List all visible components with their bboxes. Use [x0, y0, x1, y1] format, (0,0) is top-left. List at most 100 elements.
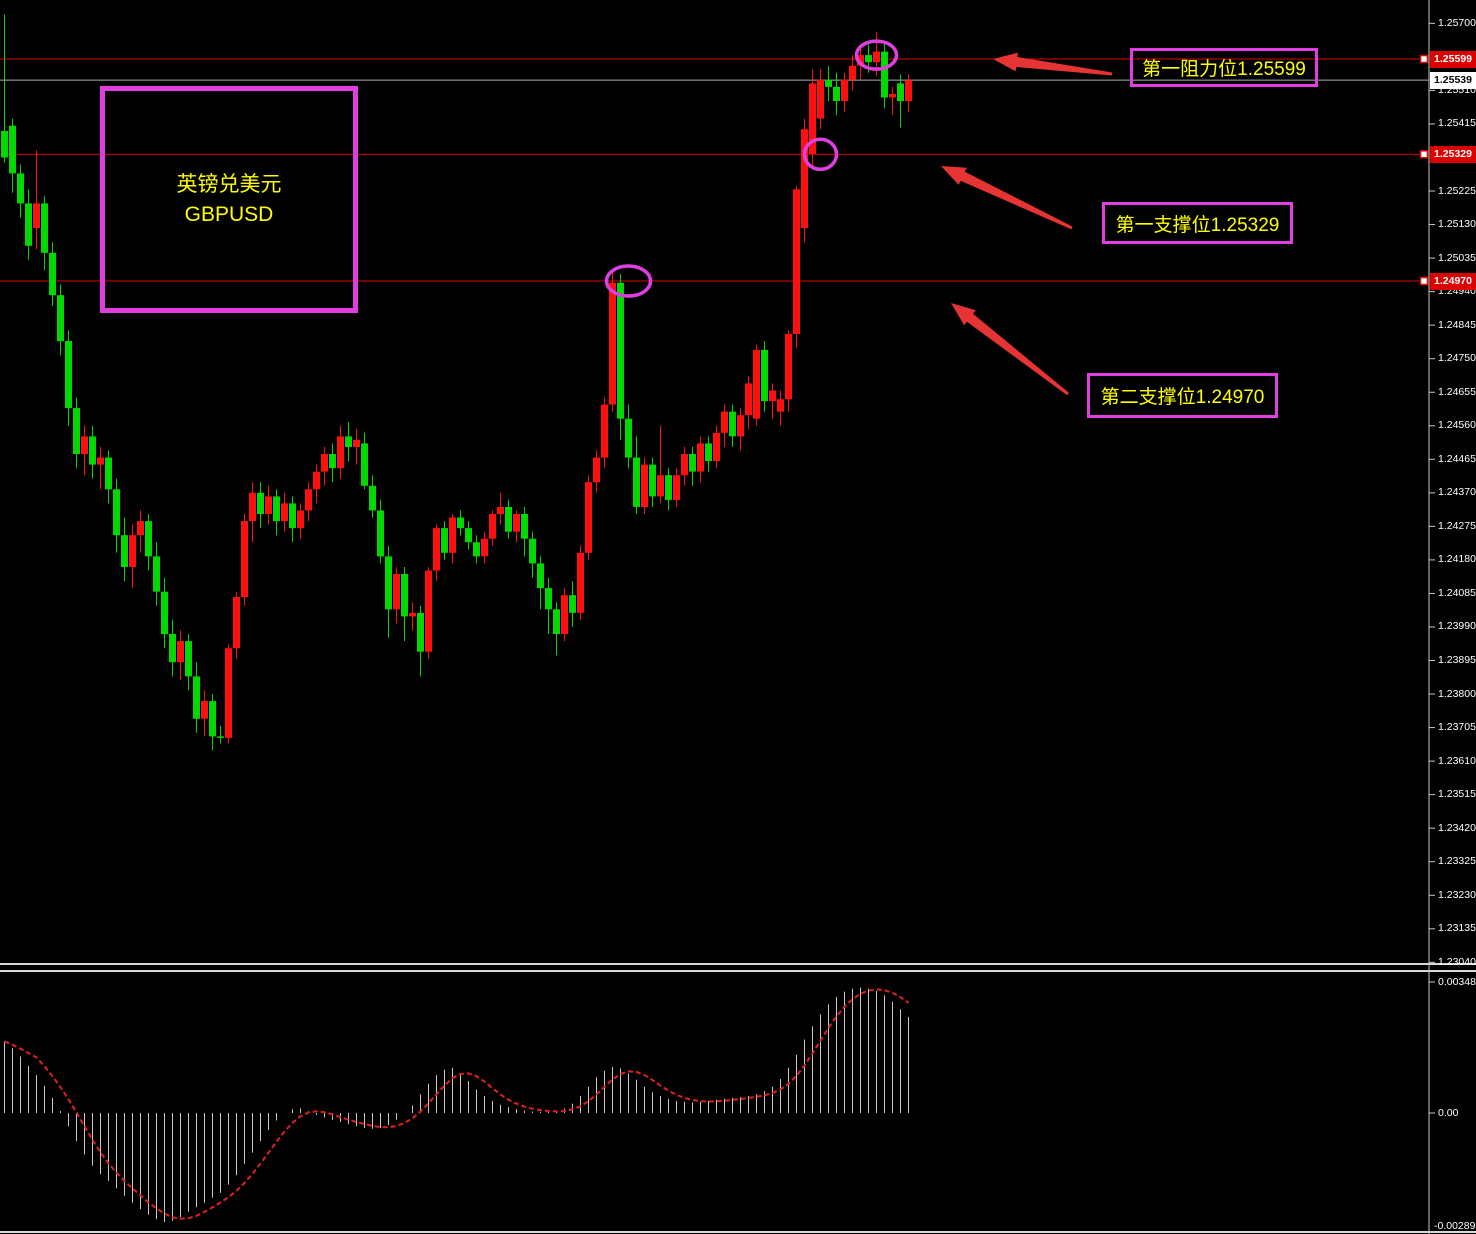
price-tick-label: 1.23990 — [1438, 620, 1476, 633]
candle-body-bull — [657, 475, 664, 497]
macd-min-label: -0.002891 — [1434, 1219, 1476, 1232]
candle-body-bear — [25, 203, 32, 246]
candle-body-bear — [273, 496, 280, 522]
candle-body-bear — [457, 517, 464, 529]
price-tick-label: 1.23705 — [1438, 721, 1476, 734]
candle-body-bear — [89, 436, 96, 465]
price-tick-label: 1.24750 — [1438, 352, 1476, 365]
candle-body-bull — [889, 93, 896, 98]
price-tick-label: 1.25700 — [1438, 16, 1476, 29]
price-tick-label: 1.24085 — [1438, 586, 1476, 599]
candle-body-bear — [617, 282, 624, 419]
candle-body-bear — [217, 736, 224, 738]
price-tick-label: 1.24845 — [1438, 318, 1476, 331]
candle-body-bear — [689, 454, 696, 472]
candle-body-bull — [81, 436, 88, 455]
candle-body-bull — [497, 507, 504, 515]
candle-body-bull — [577, 552, 584, 613]
candle-body-bull — [481, 538, 488, 557]
candle-body-bull — [697, 443, 704, 472]
candle-body-bull — [585, 482, 592, 553]
arrow-to-resistance1[interactable] — [993, 52, 1113, 76]
candle-body-bull — [305, 489, 312, 511]
candle-body-bull — [785, 334, 792, 400]
candle-body-bear — [145, 521, 152, 557]
candle-body-bull — [817, 79, 824, 119]
arrow-to-support1[interactable] — [941, 166, 1073, 230]
pane-divider-bottom[interactable] — [0, 970, 1476, 972]
price-tick-label: 1.24275 — [1438, 519, 1476, 532]
highlight-circle-3[interactable] — [604, 264, 653, 298]
level-line-handle-2[interactable] — [1419, 150, 1429, 159]
support2-label: 第二支撑位1.24970 — [1100, 387, 1265, 408]
candle-body-bear — [9, 125, 16, 174]
highlight-circle-1[interactable] — [854, 39, 899, 71]
macd-histogram — [4, 987, 909, 1222]
candle-body-bear — [825, 79, 832, 87]
price-tick-label: 1.24560 — [1438, 419, 1476, 432]
candle-body-bear — [553, 609, 560, 634]
candle-body-bull — [905, 80, 912, 101]
candle-body-bull — [737, 415, 744, 437]
candle-body-bear — [401, 574, 408, 617]
candle-body-bull — [849, 65, 856, 80]
candle-body-bull — [233, 597, 240, 649]
level-price-badge: 1.24970 — [1430, 272, 1476, 290]
price-tick-label: 1.23135 — [1438, 922, 1476, 935]
price-tick-label: 1.25510 — [1438, 83, 1476, 96]
candle-body-bear — [41, 203, 48, 253]
candle-body-bull — [129, 535, 136, 567]
candle-body-bear — [529, 538, 536, 564]
candle-body-bear — [665, 475, 672, 500]
candle-body-bull — [793, 189, 800, 334]
resistance1-label-box[interactable]: 第一阻力位1.25599 — [1130, 48, 1318, 87]
candle-body-bear — [865, 55, 872, 63]
price-tick-label: 1.23515 — [1438, 788, 1476, 801]
candle-body-bear — [545, 588, 552, 610]
candle-body-bear — [465, 528, 472, 543]
candle-body-bull — [721, 411, 728, 433]
pane-divider-top[interactable] — [0, 963, 1476, 965]
level-line-handle-1[interactable] — [1419, 54, 1429, 64]
candle-body-bear — [113, 489, 120, 536]
price-tick-label: 1.23230 — [1438, 888, 1476, 901]
level-line-handle-3[interactable] — [1419, 276, 1429, 286]
candle-body-bull — [809, 83, 816, 154]
candle-body-bear — [329, 454, 336, 469]
candle-body-bull — [433, 528, 440, 571]
macd-max-label: 0.00348 — [1438, 975, 1476, 988]
support1-label-box[interactable]: 第一支撑位1.25329 — [1102, 202, 1293, 244]
candle-body-bull — [337, 436, 344, 469]
candle-body-bull — [225, 648, 232, 738]
candle-body-bear — [345, 436, 352, 447]
candle-body-bull — [601, 404, 608, 458]
candle-body-bear — [105, 457, 112, 490]
candle-body-bull — [641, 464, 648, 507]
candle-body-bear — [537, 563, 544, 589]
candle-body-bear — [153, 556, 160, 592]
support2-label-box[interactable]: 第二支撑位1.24970 — [1087, 373, 1278, 418]
candle-body-bear — [385, 556, 392, 610]
current-price-badge: 1.25539 — [1430, 71, 1476, 89]
candle-body-bull — [593, 457, 600, 483]
candle-body-bull — [321, 454, 328, 472]
price-tick-label: 1.23610 — [1438, 754, 1476, 767]
instrument-symbol: GBPUSD — [184, 202, 274, 226]
candle-body-bear — [521, 514, 528, 539]
candle-body-bear — [65, 341, 72, 409]
candle-body-bear — [569, 595, 576, 613]
candle-body-bear — [361, 443, 368, 486]
price-tick-label: 1.25225 — [1438, 184, 1476, 197]
arrow-to-support2[interactable] — [951, 303, 1069, 396]
candle-body-bull — [241, 521, 248, 597]
instrument-name-cn: 英镑兑美元 — [176, 172, 282, 196]
candle-body-bear — [193, 676, 200, 719]
highlight-circle-2[interactable] — [802, 137, 839, 172]
candle-body-bull — [753, 349, 760, 419]
candle-body-bull — [425, 570, 432, 652]
candle-body-bull — [777, 399, 784, 412]
candle-body-bull — [745, 383, 752, 416]
instrument-label-box[interactable]: 英镑兑美元 GBPUSD — [100, 86, 358, 313]
candle-body-bear — [377, 510, 384, 557]
candle-body-bear — [473, 542, 480, 557]
